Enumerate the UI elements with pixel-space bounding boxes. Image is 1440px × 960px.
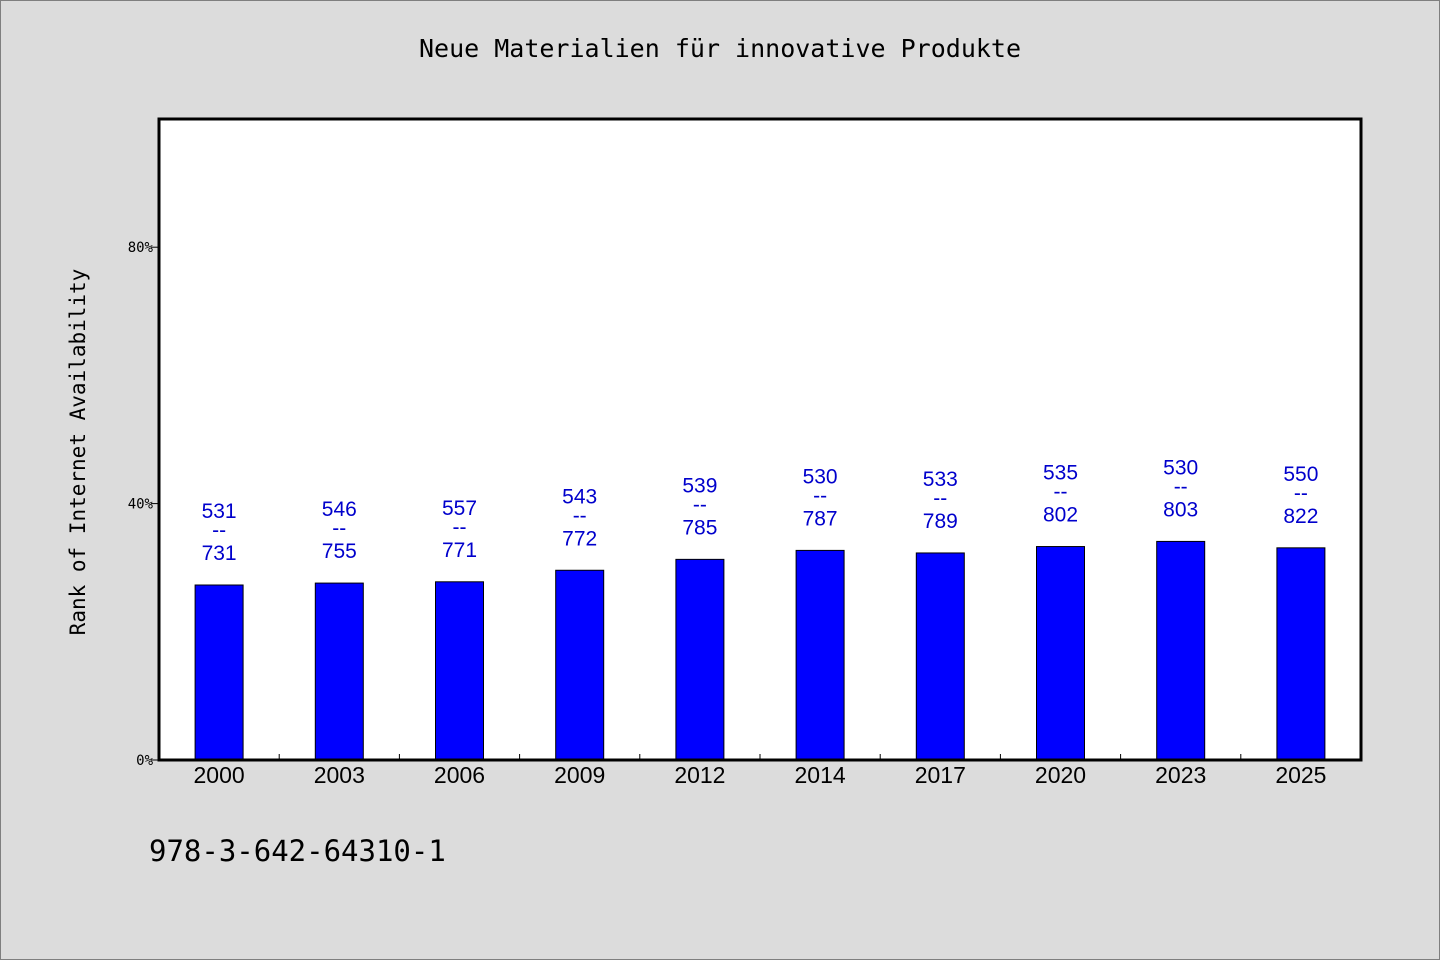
data-label-separator: -- xyxy=(212,519,226,542)
bar xyxy=(1036,546,1085,761)
x-tick-label: 2023 xyxy=(1155,762,1206,788)
data-label-top: 546 xyxy=(322,498,357,521)
data-label-bottom: 785 xyxy=(682,516,717,539)
x-tick-label: 2003 xyxy=(314,762,365,788)
data-label-separator: -- xyxy=(332,517,346,540)
data-label-separator: -- xyxy=(693,493,707,516)
x-tick-label: 2025 xyxy=(1275,762,1326,788)
bar xyxy=(675,558,725,761)
bar xyxy=(915,552,965,761)
data-label-top: 530 xyxy=(1163,456,1198,479)
data-label-top: 531 xyxy=(202,500,237,523)
bar xyxy=(1276,547,1326,761)
data-label-bottom: 822 xyxy=(1283,505,1318,528)
data-label-separator: -- xyxy=(933,487,947,510)
y-tick-label: 0% xyxy=(136,753,153,769)
x-tick-label: 2020 xyxy=(1035,762,1086,788)
bar xyxy=(795,549,845,761)
data-label-separator: -- xyxy=(1174,475,1188,498)
x-tick-label: 2017 xyxy=(915,762,966,788)
data-label-bottom: 771 xyxy=(442,539,477,562)
data-label-top: 533 xyxy=(923,468,958,491)
data-label-separator: -- xyxy=(573,504,587,527)
data-label-bottom: 802 xyxy=(1043,504,1078,527)
data-label-top: 557 xyxy=(442,497,477,520)
data-label-separator: -- xyxy=(1294,482,1308,505)
bar xyxy=(314,582,364,761)
data-label-bottom: 755 xyxy=(322,540,357,563)
data-label-top: 530 xyxy=(803,465,838,488)
y-tick-label: 40% xyxy=(128,497,154,513)
plot-frame xyxy=(157,117,1363,762)
bar xyxy=(435,581,484,761)
data-label-bottom: 803 xyxy=(1163,498,1198,521)
x-tick-label: 2014 xyxy=(795,762,846,788)
bar xyxy=(1156,540,1206,761)
bar xyxy=(555,569,605,761)
data-label-separator: -- xyxy=(813,484,827,507)
data-label-bottom: 789 xyxy=(923,510,958,533)
data-label-top: 535 xyxy=(1043,462,1078,485)
chart-title: Neue Materialien für innovative Produkte xyxy=(418,34,1022,63)
data-label-bottom: 787 xyxy=(803,507,838,530)
data-label-top: 543 xyxy=(562,485,597,508)
data-label-separator: -- xyxy=(1054,481,1068,504)
bar xyxy=(194,584,244,761)
x-tick-label: 2000 xyxy=(194,762,245,788)
x-tick-label: 2006 xyxy=(434,762,485,788)
data-label-top: 550 xyxy=(1283,463,1318,486)
data-label-top: 539 xyxy=(682,474,717,497)
data-label-bottom: 731 xyxy=(202,542,237,565)
x-tick-label: 2009 xyxy=(554,762,605,788)
isbn-code: 978-3-642-64310-1 xyxy=(149,834,446,868)
data-label-separator: -- xyxy=(453,516,467,539)
x-tick-label: 2012 xyxy=(674,762,725,788)
y-tick-label: 80% xyxy=(128,240,154,256)
data-label-bottom: 772 xyxy=(562,527,597,550)
